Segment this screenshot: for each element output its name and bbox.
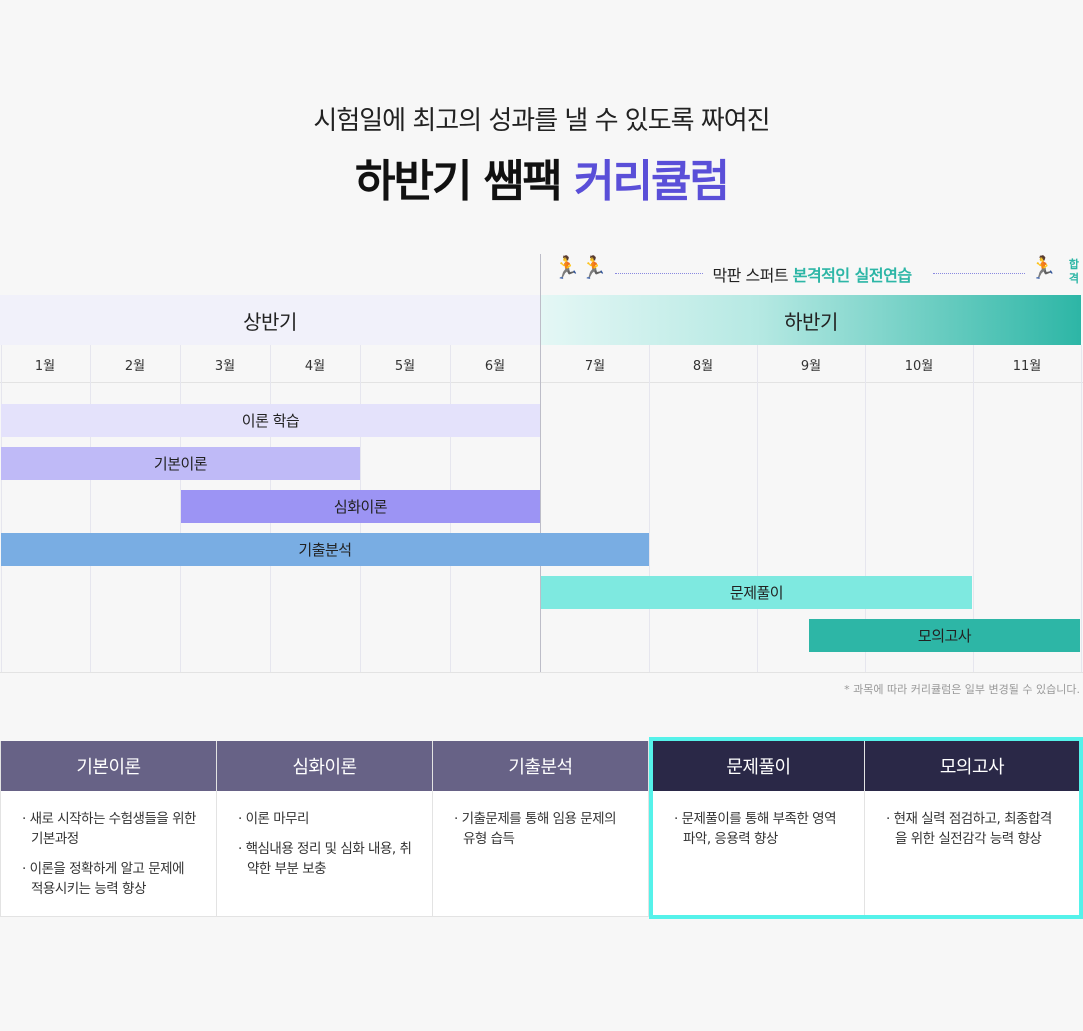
grid-line bbox=[90, 345, 91, 672]
half-second: 하반기 bbox=[541, 295, 1081, 345]
grid-line bbox=[649, 345, 650, 672]
month-label: 1월 bbox=[34, 358, 56, 374]
course-card-title: 문제풀이 bbox=[653, 741, 864, 791]
half-divider bbox=[540, 254, 541, 672]
course-card-title: 기출분석 bbox=[433, 741, 648, 791]
month-label: 7월 bbox=[584, 358, 606, 374]
course-card-item: · 기출문제를 통해 임용 문제의 유형 습득 bbox=[454, 811, 617, 847]
hero-subtitle: 시험일에 최고의 성과를 낼 수 있도록 짜여진 bbox=[313, 106, 770, 136]
course-card-item: · 이론 마무리 bbox=[238, 811, 309, 827]
hero-title: 하반기 쌤팩 커리큘럼 bbox=[0, 145, 1083, 209]
course-card: 기출분석 · 기출문제를 통해 임용 문제의 유형 습득 bbox=[433, 741, 649, 917]
month-label: 9월 bbox=[800, 358, 822, 374]
bar-problem-solving: 문제풀이 bbox=[541, 576, 972, 609]
hero-header: 시험일에 최고의 성과를 낼 수 있도록 짜여진 하반기 쌤팩 커리큘럼 bbox=[0, 100, 1083, 209]
grid-line bbox=[973, 345, 974, 672]
month-label: 4월 bbox=[304, 358, 326, 374]
bar-advanced-theory: 심화이론 bbox=[181, 490, 540, 523]
half-first: 상반기 bbox=[0, 295, 540, 345]
dotted-line-left bbox=[615, 273, 703, 274]
finish-runner-icon: 🏃 bbox=[1029, 256, 1057, 281]
goal-label-2: 격 bbox=[1068, 272, 1079, 285]
course-cards: 기본이론 · 새로 시작하는 수험생들을 위한 기본과정 · 이론을 정확하게 … bbox=[0, 737, 1083, 921]
course-card-body: · 이론 마무리 · 핵심내용 정리 및 심화 내용, 취약한 부분 보충 bbox=[217, 791, 432, 879]
course-card: 기본이론 · 새로 시작하는 수험생들을 위한 기본과정 · 이론을 정확하게 … bbox=[0, 741, 217, 917]
course-card: 문제풀이 · 문제풀이를 통해 부족한 영역 파악, 응용력 향상 bbox=[653, 741, 865, 917]
course-card-title: 기본이론 bbox=[1, 741, 216, 791]
hero-title-main: 하반기 쌤팩 bbox=[355, 156, 563, 207]
sprint-label: 🏃🏃 막판 스퍼트 본격적인 실전연습 🏃 합 격 bbox=[541, 254, 1083, 294]
course-card-item: · 현재 실력 점검하고, 최종합격을 위한 실전감각 능력 향상 bbox=[886, 811, 1052, 847]
month-label: 8월 bbox=[692, 358, 714, 374]
course-card: 심화이론 · 이론 마무리 · 핵심내용 정리 및 심화 내용, 취약한 부분 … bbox=[217, 741, 433, 917]
course-card-body: · 새로 시작하는 수험생들을 위한 기본과정 · 이론을 정확하게 알고 문제… bbox=[1, 791, 216, 899]
goal-label-1: 합 bbox=[1068, 258, 1079, 271]
goal-label: 합 격 bbox=[1069, 258, 1079, 286]
grid-line bbox=[757, 345, 758, 672]
sprint-text-highlight: 본격적인 실전연습 bbox=[792, 266, 912, 285]
month-label: 2월 bbox=[124, 358, 146, 374]
grid-line bbox=[1081, 345, 1082, 672]
course-card-body: · 문제풀이를 통해 부족한 영역 파악, 응용력 향상 bbox=[653, 791, 864, 849]
course-card-item: · 이론을 정확하게 알고 문제에 적용시키는 능력 향상 bbox=[22, 861, 185, 897]
month-label: 5월 bbox=[394, 358, 416, 374]
sprint-text-prefix: 막판 스퍼트 bbox=[712, 266, 789, 285]
month-row: 1월 2월 3월 4월 5월 6월 7월 8월 9월 10월 11월 bbox=[0, 345, 1083, 383]
course-card-title: 모의고사 bbox=[865, 741, 1079, 791]
runners-icon: 🏃🏃 bbox=[553, 256, 608, 281]
sprint-text: 막판 스퍼트 본격적인 실전연습 bbox=[541, 262, 1083, 286]
bar-past-analysis: 기출분석 bbox=[1, 533, 649, 566]
course-card-item: · 새로 시작하는 수험생들을 위한 기본과정 bbox=[22, 811, 196, 847]
grid-line bbox=[180, 345, 181, 672]
course-card-item: · 문제풀이를 통해 부족한 영역 파악, 응용력 향상 bbox=[674, 811, 837, 847]
course-card-body: · 현재 실력 점검하고, 최종합격을 위한 실전감각 능력 향상 bbox=[865, 791, 1079, 849]
grid-line bbox=[1, 345, 2, 672]
timeline-grid: 이론 학습 기본이론 심화이론 기출분석 문제풀이 모의고사 bbox=[0, 254, 1083, 673]
course-card-item: · 핵심내용 정리 및 심화 내용, 취약한 부분 보충 bbox=[238, 841, 412, 877]
month-label: 3월 bbox=[214, 358, 236, 374]
bar-mock-exam: 모의고사 bbox=[809, 619, 1080, 652]
grid-line bbox=[865, 345, 866, 672]
month-label: 11월 bbox=[1012, 358, 1042, 374]
course-card-title: 심화이론 bbox=[217, 741, 432, 791]
dotted-line-right bbox=[933, 273, 1025, 274]
month-label: 10월 bbox=[904, 358, 934, 374]
course-card-body: · 기출문제를 통해 임용 문제의 유형 습득 bbox=[433, 791, 648, 849]
hero-title-accent: 커리큘럼 bbox=[574, 156, 730, 207]
curriculum-note: * 과목에 따라 커리큘럼은 일부 변경될 수 있습니다. bbox=[844, 683, 1080, 696]
bar-theory-study: 이론 학습 bbox=[1, 404, 540, 437]
month-label: 6월 bbox=[484, 358, 506, 374]
curriculum-chart: 🏃🏃 막판 스퍼트 본격적인 실전연습 🏃 합 격 상반기 하반기 1월 2월 … bbox=[0, 254, 1083, 674]
bar-basic-theory: 기본이론 bbox=[1, 447, 360, 480]
course-card: 모의고사 · 현재 실력 점검하고, 최종합격을 위한 실전감각 능력 향상 bbox=[865, 741, 1079, 917]
